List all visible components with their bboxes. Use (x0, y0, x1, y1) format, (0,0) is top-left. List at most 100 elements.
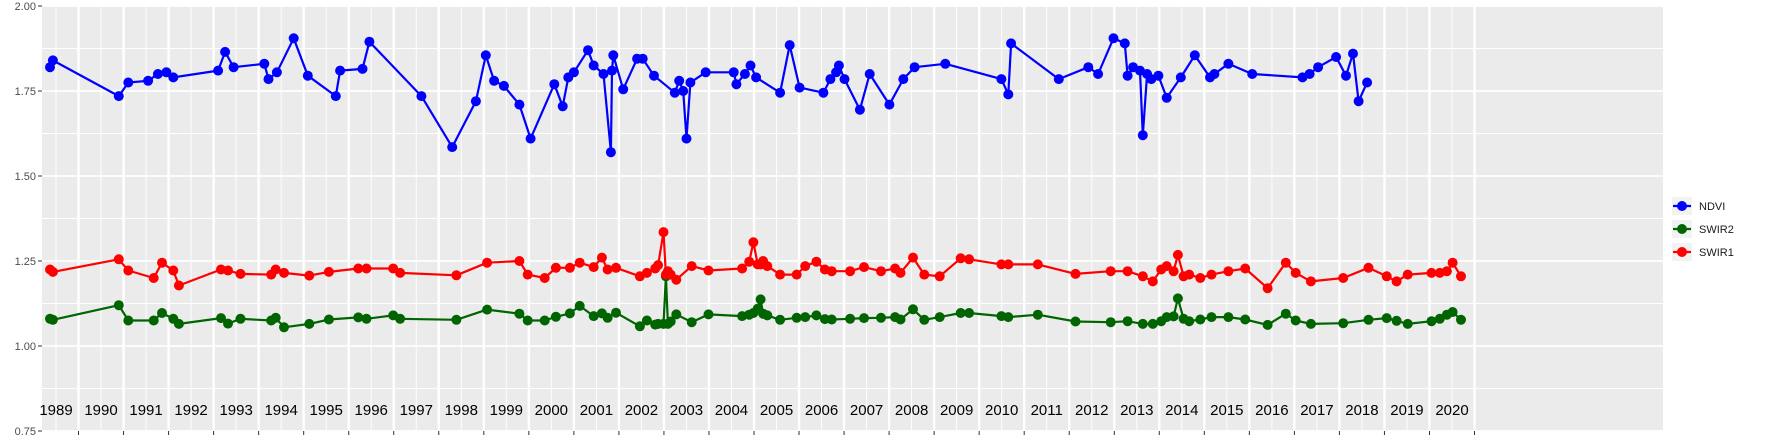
y-tick-label: 1.75 (15, 86, 36, 98)
data-point-ndvi (489, 75, 500, 86)
data-point-ndvi (583, 45, 593, 56)
data-point-swir1 (876, 266, 886, 277)
data-point-ndvi (1341, 70, 1351, 81)
data-point-swir1 (1172, 249, 1183, 260)
data-point-ndvi (605, 147, 616, 158)
data-point-swir1 (1402, 269, 1413, 280)
data-point-ndvi (588, 60, 599, 71)
data-point-swir2 (539, 315, 550, 326)
data-point-swir1 (1240, 263, 1251, 274)
data-point-swir2 (845, 313, 856, 324)
series-ndvi (45, 33, 1373, 158)
data-point-swir1 (1161, 261, 1172, 272)
year-label: 1995 (310, 402, 343, 419)
data-point-ndvi (1122, 70, 1133, 81)
data-point-swir2 (1426, 316, 1437, 327)
year-label: 2017 (1300, 402, 1333, 419)
data-point-ndvi (525, 133, 536, 144)
series-swir1 (45, 227, 1466, 294)
data-point-swir2 (634, 321, 645, 332)
data-point-swir1 (1262, 283, 1273, 294)
data-point-swir2 (1363, 314, 1374, 325)
data-point-ndvi (1161, 92, 1172, 103)
data-point-ndvi (884, 99, 895, 110)
data-point-ndvi (498, 80, 509, 91)
data-point-swir1 (1426, 267, 1437, 278)
data-point-swir1 (1122, 266, 1133, 277)
data-point-ndvi (637, 53, 648, 64)
data-point-swir1 (1447, 257, 1458, 268)
y-tick-label: 1.25 (15, 256, 36, 268)
data-point-swir2 (919, 314, 930, 325)
data-point-ndvi (288, 33, 299, 44)
data-point-swir1 (791, 269, 802, 280)
data-point-swir2 (1032, 309, 1043, 320)
data-point-ndvi (794, 82, 805, 93)
data-point-swir1 (353, 263, 364, 274)
data-point-swir2 (270, 312, 281, 323)
data-point-ndvi (700, 67, 711, 78)
data-point-swir1 (223, 265, 233, 276)
data-point-ndvi (784, 40, 795, 51)
data-point-swir1 (1338, 273, 1349, 283)
data-point-swir2 (955, 308, 966, 318)
data-point-swir2 (703, 309, 714, 320)
data-point-swir2 (964, 308, 975, 318)
data-point-ndvi (1348, 48, 1358, 59)
data-point-swir2 (1262, 319, 1273, 330)
data-point-swir1 (748, 237, 759, 248)
year-label: 1999 (490, 402, 523, 419)
legend-key-point (1677, 201, 1687, 211)
data-point-swir2 (514, 308, 525, 319)
data-point-swir2 (811, 310, 822, 321)
data-point-swir1 (574, 257, 585, 268)
data-point-ndvi (833, 60, 844, 71)
data-point-swir2 (353, 312, 364, 323)
data-point-swir2 (1280, 308, 1291, 319)
data-point-swir2 (1447, 307, 1458, 317)
data-point-swir1 (845, 266, 856, 277)
year-label: 2009 (940, 402, 973, 419)
data-point-swir2 (1206, 312, 1217, 323)
data-point-swir1 (1168, 266, 1179, 277)
data-point-swir2 (876, 312, 886, 323)
data-point-swir2 (800, 312, 811, 323)
data-point-swir2 (482, 304, 493, 315)
data-point-ndvi (168, 72, 179, 83)
data-point-swir2 (395, 313, 406, 324)
data-point-swir1 (1184, 269, 1195, 280)
horizontal-gridlines (42, 5, 1663, 432)
data-point-swir2 (934, 312, 945, 323)
data-point-swir1 (658, 227, 669, 238)
data-point-swir2 (1305, 318, 1316, 329)
data-point-ndvi (1331, 52, 1342, 62)
data-point-swir2 (235, 313, 246, 324)
data-point-swir1 (168, 265, 179, 276)
data-point-swir1 (514, 256, 525, 266)
data-point-ndvi (678, 86, 689, 96)
data-point-swir2 (113, 300, 124, 311)
data-point-swir1 (800, 261, 811, 272)
data-point-swir2 (361, 313, 372, 324)
data-point-ndvi (864, 69, 875, 79)
data-point-swir2 (1223, 312, 1234, 323)
legend-item: NDVI (1672, 197, 1725, 215)
year-labels: 1989 1990 1991 1992 1993 1994 1995 1996 1997 1998… (39, 402, 1468, 419)
data-point-ndvi (618, 84, 629, 95)
data-point-ndvi (681, 133, 692, 144)
data-point-ndvi (669, 87, 680, 98)
data-point-swir2 (611, 307, 621, 318)
data-point-swir1 (611, 262, 621, 273)
data-point-swir1 (522, 269, 533, 280)
year-label: 2004 (715, 402, 748, 419)
data-point-ndvi (1304, 69, 1315, 79)
data-point-swir1 (157, 257, 167, 268)
data-point-swir1 (539, 273, 550, 283)
year-label: 1994 (264, 402, 297, 419)
data-point-ndvi (1006, 38, 1017, 49)
data-point-ndvi (228, 62, 239, 73)
year-label: 1991 (129, 402, 162, 419)
year-label: 1990 (84, 402, 117, 419)
data-point-swir2 (451, 314, 462, 325)
